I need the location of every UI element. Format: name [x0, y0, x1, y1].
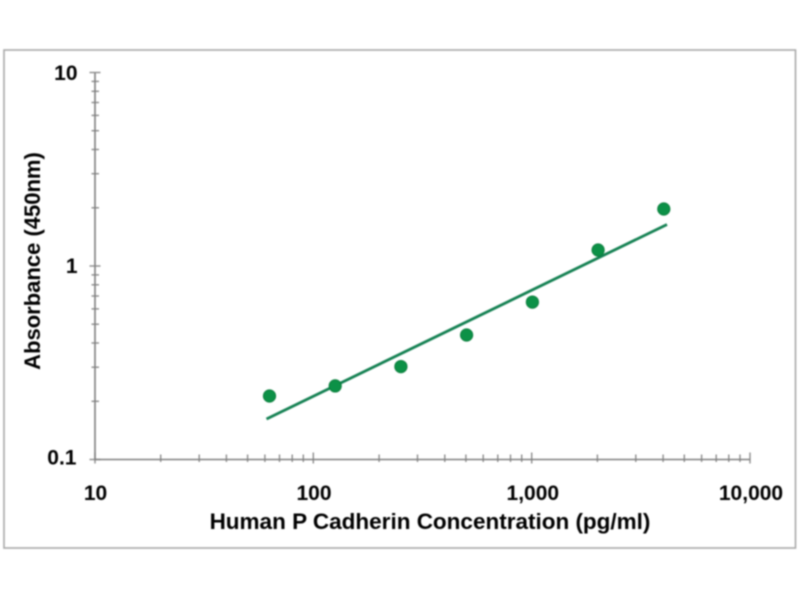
svg-text:10: 10: [54, 62, 77, 85]
svg-text:1: 1: [66, 255, 78, 278]
svg-text:Human P Cadherin Concentration: Human P Cadherin Concentration (pg/ml): [210, 509, 651, 534]
svg-text:0.1: 0.1: [47, 447, 77, 470]
svg-text:10: 10: [84, 482, 107, 505]
svg-text:Absorbance (450nm): Absorbance (450nm): [20, 152, 45, 370]
svg-text:1,000: 1,000: [507, 482, 560, 505]
svg-text:10,000: 10,000: [719, 482, 783, 505]
svg-text:100: 100: [296, 482, 331, 505]
